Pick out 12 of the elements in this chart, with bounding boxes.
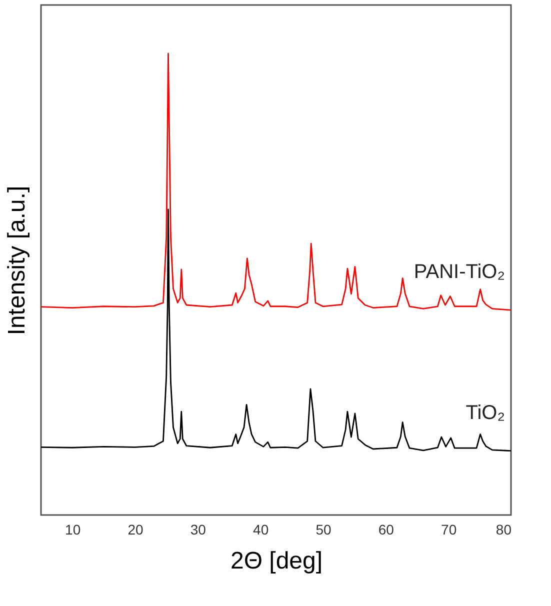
x-tick-label: 70 — [441, 522, 457, 538]
series-label: TiO₂ — [466, 402, 505, 424]
x-tick-label: 10 — [65, 522, 81, 538]
y-axis-title: Intensity [a.u.] — [4, 186, 30, 336]
x-tick-label: 50 — [316, 522, 332, 538]
x-tick-label: 60 — [378, 522, 394, 538]
x-tick-label: 20 — [128, 522, 144, 538]
x-tick-label: 80 — [496, 522, 512, 538]
x-tick-label: 30 — [190, 522, 206, 538]
x-axis-title: 2Θ [deg] — [230, 548, 323, 574]
x-tick-label: 40 — [253, 522, 269, 538]
series-label: PANI-TiO₂ — [414, 261, 505, 284]
